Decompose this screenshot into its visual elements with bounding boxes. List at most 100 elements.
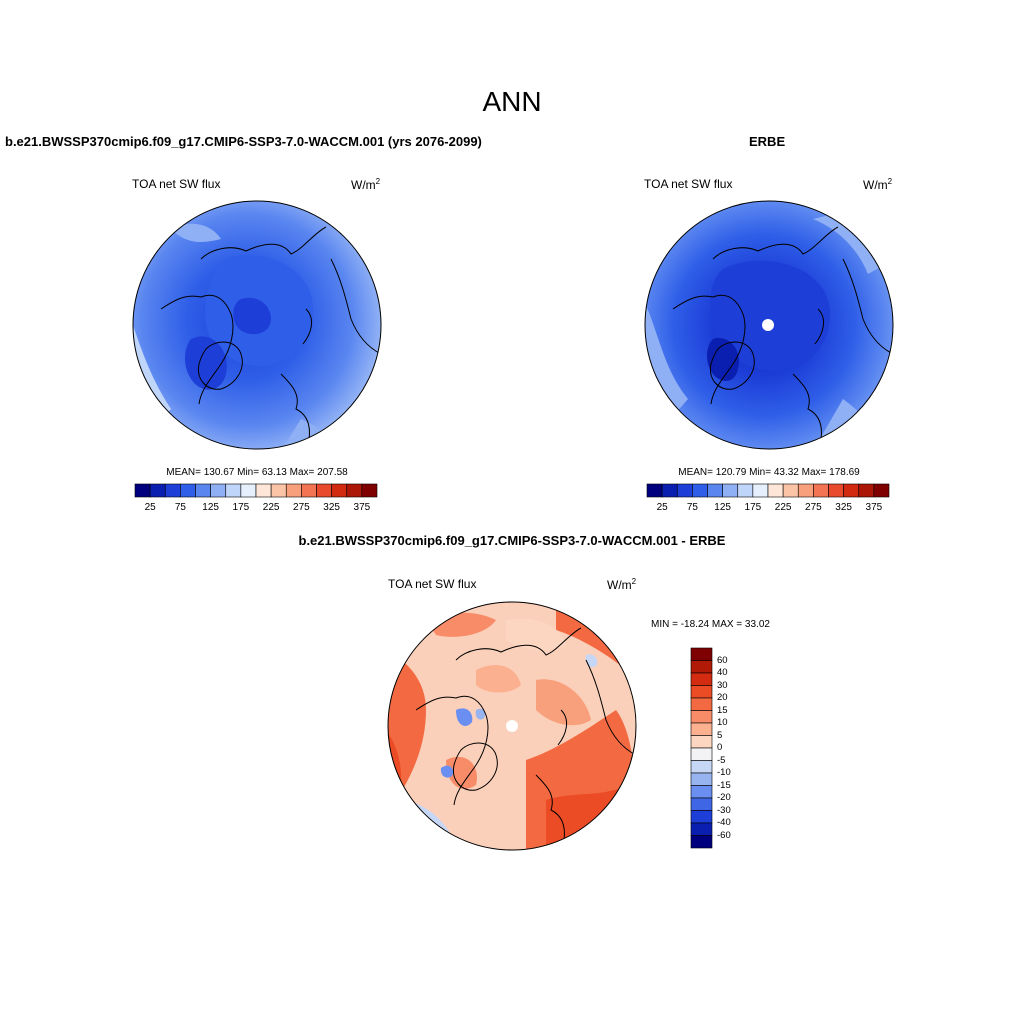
panel-1-colorbar-tick-label: 25 (144, 502, 156, 513)
panel-1-polar-map (132, 200, 382, 450)
panel-2-colorbar-tick-label: 25 (656, 502, 668, 513)
panel-3-variable-label: TOA net SW flux (388, 577, 477, 591)
panel-3-colorbar-box (690, 772, 713, 786)
panel-3-colorbar-box (690, 697, 713, 711)
panel-3-colorbar-box (690, 760, 713, 774)
panel-3-colorbar-tick-label: -60 (717, 829, 731, 841)
panel-1-colorbar-box (255, 483, 272, 498)
panel-1-colorbar-box (134, 483, 151, 498)
panel-2-colorbar-box (843, 483, 860, 498)
panel-3-colorbar-tick-label: -30 (717, 804, 731, 816)
panel-1-colorbar-tick-label: 225 (262, 502, 280, 513)
panel-2-colorbar-ticks: 25 75 125 175 225 275 325 375 (647, 502, 889, 516)
panel-3-unit-label: W/m2 (607, 577, 637, 592)
panel-2-colorbar-tick-label: 275 (805, 502, 822, 513)
panel-3-colorbar-box (690, 660, 713, 674)
panel-3-colorbar-tick-label: -5 (717, 754, 726, 766)
panel-3-colorbar-tick-label: 60 (717, 654, 728, 666)
panel-1-colorbar-ticks: 25 75 125 175 225 275 325 375 (135, 502, 377, 516)
panel-2-colorbar-tick-label: 375 (865, 502, 883, 513)
panel-2-colorbar-box (692, 483, 708, 498)
panel-2-colorbar-tick-label: 75 (686, 502, 698, 513)
panel-1-colorbar-box (331, 483, 348, 498)
panel-2-colorbar-box (828, 483, 844, 498)
panel-2-variable-label: TOA net SW flux (644, 177, 733, 191)
panel-1-colorbar-tick-label: 175 (232, 502, 250, 513)
panel-2-colorbar-tick-label: 175 (744, 502, 762, 513)
panel-2-colorbar-box (752, 483, 769, 498)
panel-2-colorbar-tick-label: 125 (714, 502, 731, 513)
panel-2-colorbar-tick-label: 325 (835, 502, 852, 513)
panel-3-missing-pole (506, 720, 518, 732)
panel-3-colorbar-tick-label: 5 (717, 729, 723, 741)
panel-1-variable-label: TOA net SW flux (132, 177, 221, 191)
panel-3-colorbar-box (690, 822, 713, 836)
panel-3-stats: MIN = -18.24 MAX = 33.02 (651, 619, 770, 630)
panel-1-colorbar-box (301, 483, 317, 498)
panel-3-colorbar-tick-label: 10 (717, 717, 728, 728)
main-title: ANN (482, 86, 542, 117)
panel-2-colorbar-tick-label: 225 (774, 502, 792, 513)
panel-3-colorbar-tick-label: 40 (717, 667, 728, 678)
panel-3-colorbar-tick-label: 30 (717, 679, 728, 691)
panel-2-colorbar-box (676, 483, 693, 498)
panel-2-polar-map (644, 200, 894, 450)
panel-3-colorbar-tick-label: -15 (717, 779, 731, 791)
panel-3-colorbar-tick-label: -20 (717, 792, 731, 803)
panel-1-stats: MEAN= 130.67 Min= 63.13 Max= 207.58 (166, 467, 348, 478)
panel-2-colorbar (646, 483, 890, 498)
panel-1-colorbar-box (225, 483, 242, 498)
panel-2-colorbar-box (661, 483, 678, 498)
panel-3-colorbar-box (690, 672, 713, 686)
panel-1-colorbar-box (210, 483, 227, 498)
panel-1-colorbar-box (270, 483, 287, 498)
panel-1-colorbar (134, 483, 378, 498)
panel-3-colorbar-box (690, 722, 713, 736)
panel-3-colorbar-ticks: 60 40 30 20 15 10 5 0 -5 -10 -15 -20 -30 -40 -60 (717, 648, 757, 848)
panel-2-colorbar-box (646, 483, 663, 498)
panel-3-colorbar-box (690, 710, 713, 724)
panel-3-colorbar (690, 647, 713, 849)
panel-2-colorbar-box (722, 483, 739, 498)
panel-2-colorbar-box (797, 483, 814, 498)
panel-2-title: ERBE (749, 134, 786, 149)
panel-3-colorbar-tick-label: 0 (717, 742, 723, 753)
panel-3-colorbar-box (690, 647, 713, 661)
panel-2-colorbar-box (813, 483, 829, 498)
panel-1-colorbar-box (180, 483, 196, 498)
panel-3-colorbar-box (690, 810, 713, 824)
panel-1-colorbar-tick-label: 325 (323, 502, 340, 513)
panel-3-colorbar-tick-label: 15 (717, 704, 728, 716)
panel-2-colorbar-box (782, 483, 799, 498)
panel-3-colorbar-tick-label: -10 (717, 767, 731, 778)
panel-3-colorbar-box (690, 785, 713, 799)
panel-1-colorbar-box (195, 483, 211, 498)
panel-1-colorbar-box (240, 483, 257, 498)
panel-2-colorbar-box (737, 483, 754, 498)
panel-2-unit-label: W/m2 (863, 177, 893, 192)
panel-1-colorbar-box (346, 483, 363, 498)
panel-1-colorbar-tick-label: 375 (353, 502, 371, 513)
panel-1-colorbar-tick-label: 275 (293, 502, 310, 513)
panel-1-colorbar-box (361, 483, 378, 498)
panel-2-colorbar-box (873, 483, 890, 498)
panel-1-unit-label: W/m2 (351, 177, 381, 192)
panel-2-stats: MEAN= 120.79 Min= 43.32 Max= 178.69 (678, 467, 860, 478)
panel-3-colorbar-box (690, 685, 713, 699)
panel-1-colorbar-tick-label: 75 (174, 502, 186, 513)
panel-1-colorbar-tick-label: 125 (202, 502, 219, 513)
panel-3-title: b.e21.BWSSP370cmip6.f09_g17.CMIP6-SSP3-7… (298, 533, 726, 548)
panel-2-colorbar-box (858, 483, 875, 498)
panel-1-title: b.e21.BWSSP370cmip6.f09_g17.CMIP6-SSP3-7… (5, 134, 482, 149)
panel-1-colorbar-box (285, 483, 302, 498)
panel-1-colorbar-box (164, 483, 181, 498)
panel-3-colorbar-box (690, 835, 713, 849)
panel-1-colorbar-box (149, 483, 166, 498)
panel-3-colorbar-box (690, 735, 713, 749)
panel-3-colorbar-box (690, 747, 713, 761)
panel-3-polar-map (387, 601, 637, 851)
panel-2-colorbar-box (707, 483, 723, 498)
panel-2-missing-pole (762, 319, 774, 331)
panel-3-colorbar-tick-label: 20 (717, 692, 728, 703)
panel-3-colorbar-tick-label: -40 (717, 817, 731, 828)
